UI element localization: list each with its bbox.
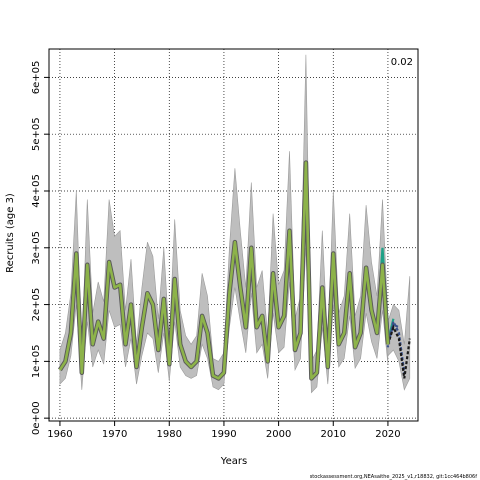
y-tick-label: 2e+05 — [31, 288, 42, 322]
x-tick-label: 1970 — [102, 429, 127, 440]
x-tick-label: 1990 — [211, 429, 236, 440]
y-tick-label: 4e+05 — [31, 174, 42, 208]
x-tick-label: 1980 — [157, 429, 182, 440]
footnote: stockassessment.org,NEAsaithe_2025_v1,r1… — [310, 474, 478, 480]
annotation-value: 0.02 — [391, 57, 413, 68]
confidence-band — [59, 54, 389, 394]
y-tick-label: 6e+05 — [31, 61, 42, 95]
x-tick-label: 2010 — [321, 429, 346, 440]
data-layer — [58, 54, 411, 394]
y-tick-label: 1e+05 — [31, 345, 42, 379]
plot-frame — [48, 48, 419, 422]
x-axis-label: Years — [220, 456, 247, 467]
estimate-line — [58, 161, 390, 380]
y-tick-label: 0e+00 — [31, 401, 42, 435]
y-tick-label: 3e+05 — [31, 231, 42, 265]
y-axis-label: Recruits (age 3) — [5, 193, 16, 273]
x-tick-label: 2000 — [266, 429, 291, 440]
x-tick-label: 1960 — [47, 429, 72, 440]
y-tick-label: 5e+05 — [31, 117, 42, 151]
axes: 1960 1970 1980 1990 2000 2010 2020 0e+00 1e+05 2e… — [31, 61, 401, 440]
x-tick-label: 2020 — [375, 429, 400, 440]
retro-peel-line — [386, 324, 411, 379]
